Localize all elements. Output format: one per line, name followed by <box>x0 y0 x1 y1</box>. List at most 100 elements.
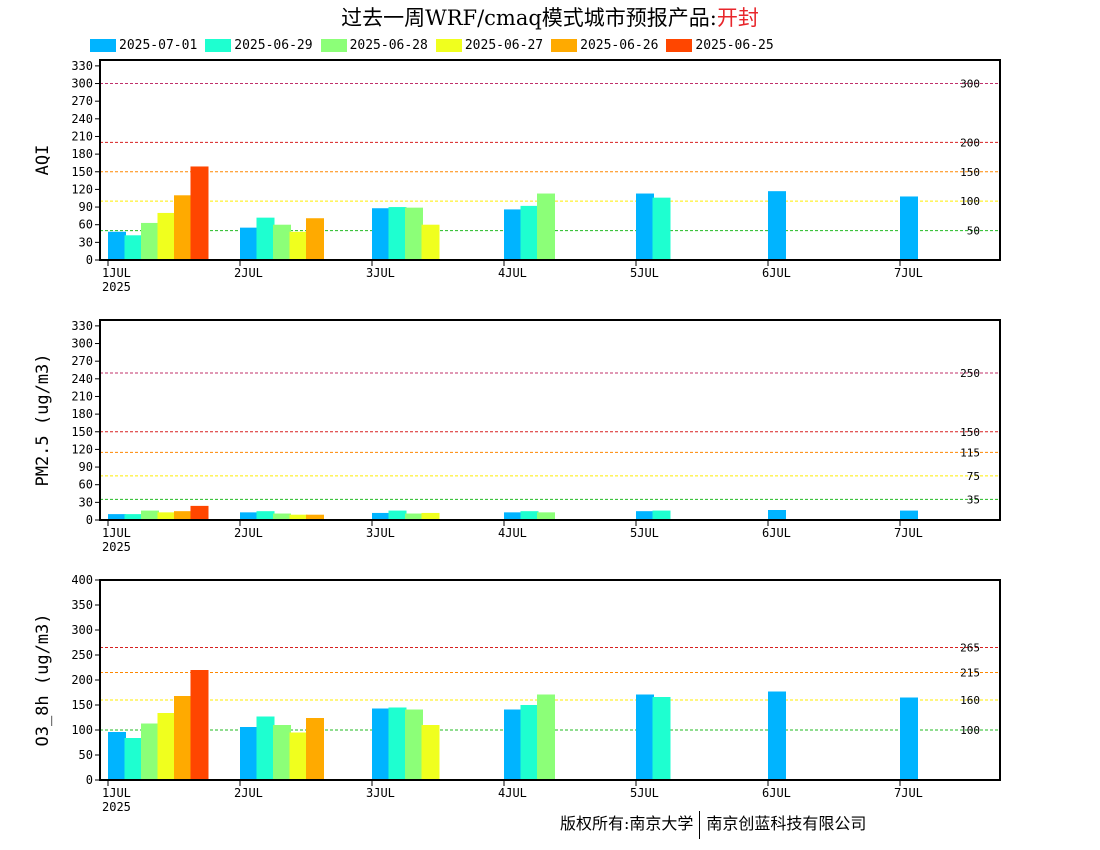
legend-label: 2025-06-29 <box>234 38 313 53</box>
threshold-label: 35 <box>967 493 980 506</box>
x-tick-label: 1JUL <box>102 526 131 540</box>
y-tick-label: 300 <box>71 337 93 351</box>
bar <box>190 166 209 260</box>
threshold-label: 250 <box>960 367 980 380</box>
x-tick-label: 4JUL <box>498 786 527 800</box>
bar <box>636 694 654 780</box>
bar <box>768 510 786 520</box>
y-tick-label: 0 <box>86 513 93 527</box>
bar <box>372 208 390 260</box>
x-tick-label: 4JUL <box>498 266 527 280</box>
bar <box>124 514 143 520</box>
bar <box>240 512 258 520</box>
legend-item: 2025-06-25 <box>666 38 774 53</box>
bar <box>652 197 671 260</box>
bar <box>520 511 539 520</box>
bar <box>768 191 786 260</box>
x-tick-label: 4JUL <box>498 526 527 540</box>
bar <box>141 510 159 520</box>
y-tick-label: 90 <box>79 460 93 474</box>
bar <box>157 512 176 520</box>
bar <box>900 697 918 780</box>
bar <box>636 511 654 520</box>
bar <box>124 738 143 780</box>
threshold-label: 75 <box>967 470 980 483</box>
title-city: 开封 <box>716 6 759 30</box>
y-tick-label: 150 <box>71 698 93 712</box>
y-tick-label: 200 <box>71 673 93 687</box>
legend-label: 2025-06-26 <box>580 38 659 53</box>
legend-label: 2025-06-28 <box>349 38 428 53</box>
y-tick-label: 240 <box>71 372 93 386</box>
x-tick-label: 6JUL <box>762 526 791 540</box>
bar <box>289 732 308 780</box>
threshold-label: 200 <box>960 136 980 149</box>
x-tick-label: 1JUL <box>102 786 131 800</box>
bar <box>240 727 258 780</box>
y-tick-label: 60 <box>79 478 93 492</box>
legend-swatch <box>320 39 347 52</box>
y-tick-label: 0 <box>86 253 93 267</box>
bar <box>537 694 555 780</box>
y-axis-label: PM2.5 (ug/m3) <box>33 353 53 486</box>
bar <box>141 222 159 260</box>
y-tick-label: 100 <box>71 723 93 737</box>
y-tick-label: 330 <box>71 59 93 73</box>
y-tick-label: 330 <box>71 319 93 333</box>
x-tick-label: 7JUL <box>894 266 923 280</box>
x-year-label: 2025 <box>102 540 131 554</box>
y-tick-label: 90 <box>79 200 93 214</box>
bar <box>652 697 671 780</box>
threshold-label: 150 <box>960 166 980 179</box>
copyright-right: 南京创蓝科技有限公司 <box>706 814 867 833</box>
threshold-label: 300 <box>960 78 980 91</box>
bar <box>108 231 126 260</box>
bar <box>108 732 126 780</box>
bar <box>273 513 291 520</box>
threshold-label: 115 <box>960 446 980 459</box>
legend-label: 2025-06-27 <box>464 38 544 53</box>
bar <box>504 709 522 780</box>
bar <box>636 193 654 260</box>
bar <box>520 205 539 260</box>
y-tick-label: 150 <box>71 425 93 439</box>
chart-title: 过去一周WRF/cmaq模式城市预报产品:开封 <box>0 2 1100 32</box>
legend-swatch <box>205 39 232 52</box>
copyright: 版权所有:南京大学 南京创蓝科技有限公司 <box>560 810 866 839</box>
legend-label: 2025-07-01 <box>119 38 198 53</box>
y-axis-label: AQI <box>33 145 53 176</box>
threshold-label: 215 <box>960 667 980 680</box>
y-tick-label: 120 <box>71 182 93 196</box>
x-tick-label: 2JUL <box>234 526 263 540</box>
bar <box>504 209 522 260</box>
threshold-label: 160 <box>960 694 980 707</box>
legend-item: 2025-06-29 <box>205 38 313 53</box>
bar <box>372 708 390 780</box>
bar <box>256 716 275 780</box>
y-tick-label: 270 <box>71 94 93 108</box>
copyright-left: 版权所有:南京大学 <box>560 814 694 833</box>
x-tick-label: 7JUL <box>894 526 923 540</box>
bar <box>306 218 324 260</box>
legend-item: 2025-06-26 <box>551 38 658 53</box>
x-tick-label: 2JUL <box>234 266 263 280</box>
bar <box>306 514 324 520</box>
bar <box>405 709 423 780</box>
bar <box>405 513 423 520</box>
y-tick-label: 270 <box>71 354 93 368</box>
legend-label: 2025-06-25 <box>695 38 774 53</box>
copyright-separator <box>699 810 701 839</box>
bar <box>421 224 440 260</box>
y-tick-label: 350 <box>71 598 93 612</box>
bar <box>388 510 407 520</box>
legend-swatch <box>666 39 693 52</box>
bar <box>421 725 440 780</box>
x-year-label: 2025 <box>102 800 131 814</box>
x-tick-label: 3JUL <box>366 786 395 800</box>
x-tick-label: 5JUL <box>630 266 659 280</box>
x-tick-label: 3JUL <box>366 526 395 540</box>
bar <box>372 512 390 520</box>
x-tick-label: 5JUL <box>630 786 659 800</box>
bar <box>273 224 291 260</box>
